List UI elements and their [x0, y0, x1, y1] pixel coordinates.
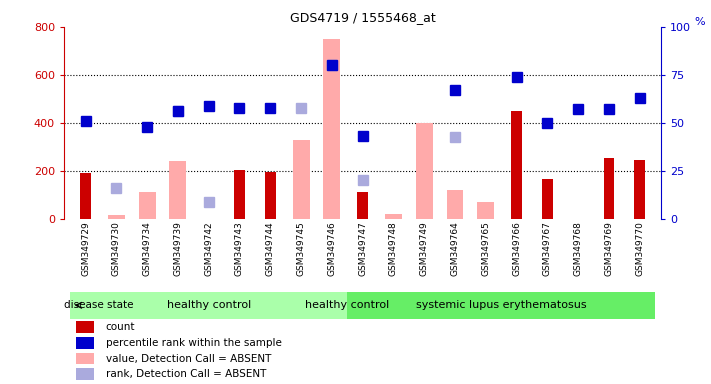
Text: value, Detection Call = ABSENT: value, Detection Call = ABSENT [106, 354, 271, 364]
Bar [416, 123, 433, 219]
Text: GSM349769: GSM349769 [604, 221, 614, 276]
Bar [234, 170, 245, 219]
Bar [292, 140, 309, 219]
Text: healthy control: healthy control [305, 300, 390, 310]
Text: GSM349765: GSM349765 [481, 221, 491, 276]
Text: percentile rank within the sample: percentile rank within the sample [106, 338, 282, 348]
Text: disease state: disease state [64, 300, 134, 310]
Bar [357, 192, 368, 219]
Bar [265, 172, 276, 219]
FancyBboxPatch shape [70, 292, 347, 319]
Text: GSM349743: GSM349743 [235, 221, 244, 276]
Text: GSM349747: GSM349747 [358, 221, 367, 276]
Text: GSM349730: GSM349730 [112, 221, 121, 276]
Text: GSM349766: GSM349766 [512, 221, 521, 276]
Bar [324, 39, 341, 219]
Bar [169, 161, 186, 219]
Bar [634, 160, 645, 219]
Text: healthy control: healthy control [166, 300, 251, 310]
Text: GSM349768: GSM349768 [574, 221, 582, 276]
FancyBboxPatch shape [347, 292, 655, 319]
Text: GSM349734: GSM349734 [143, 221, 151, 276]
Text: GSM349746: GSM349746 [327, 221, 336, 276]
Bar [542, 179, 552, 219]
Text: GSM349729: GSM349729 [81, 221, 90, 276]
Text: systemic lupus erythematosus: systemic lupus erythematosus [416, 300, 587, 310]
Text: GSM349748: GSM349748 [389, 221, 398, 276]
Bar [80, 173, 91, 219]
Bar [139, 192, 156, 219]
Bar [385, 214, 402, 219]
Text: rank, Detection Call = ABSENT: rank, Detection Call = ABSENT [106, 369, 266, 379]
Bar [511, 111, 522, 219]
Text: GSM349742: GSM349742 [204, 221, 213, 276]
Text: GSM349744: GSM349744 [266, 221, 274, 276]
Title: GDS4719 / 1555468_at: GDS4719 / 1555468_at [290, 11, 435, 24]
Text: GSM349739: GSM349739 [173, 221, 183, 276]
Bar [76, 337, 94, 349]
Text: %: % [695, 17, 705, 27]
Text: count: count [106, 322, 135, 332]
Text: GSM349764: GSM349764 [451, 221, 459, 276]
Bar [108, 215, 125, 219]
Text: GSM349767: GSM349767 [542, 221, 552, 276]
Bar [447, 190, 464, 219]
Bar [76, 353, 94, 364]
Bar [604, 158, 614, 219]
Bar [477, 202, 494, 219]
Bar [76, 368, 94, 380]
Bar [76, 321, 94, 333]
Text: GSM349745: GSM349745 [296, 221, 306, 276]
Text: GSM349749: GSM349749 [419, 221, 429, 276]
Text: GSM349770: GSM349770 [635, 221, 644, 276]
